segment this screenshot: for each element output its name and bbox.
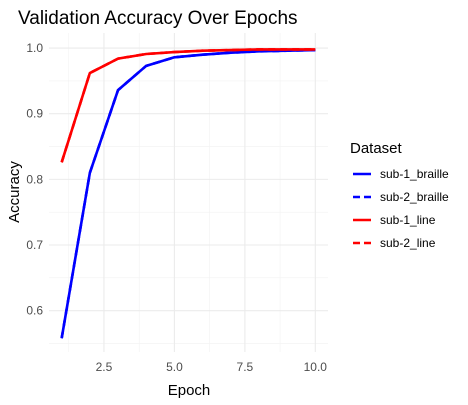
grid <box>49 33 328 352</box>
plot-area: 2.5 5.0 7.5 10.0 0.6 0.7 0.8 0.9 1.0 <box>26 33 328 374</box>
x-tick-label: 10.0 <box>304 360 328 374</box>
series-line-sub-2_braille <box>60 48 316 339</box>
y-tick-label: 0.7 <box>26 238 43 252</box>
chart-title: Validation Accuracy Over Epochs <box>18 8 298 29</box>
y-tick-label: 1.0 <box>26 41 43 55</box>
legend-label: sub-2_braille <box>380 190 449 204</box>
legend-title: Dataset <box>350 140 403 157</box>
legend-label: sub-1_braille <box>380 167 449 181</box>
x-tick-label: 7.5 <box>237 360 254 374</box>
series-lines <box>60 48 316 339</box>
x-tick-label: 2.5 <box>96 360 113 374</box>
x-tick-label: 5.0 <box>166 360 183 374</box>
y-axis-ticks: 0.6 0.7 0.8 0.9 1.0 <box>26 41 43 318</box>
x-axis-ticks: 2.5 5.0 7.5 10.0 <box>96 360 328 374</box>
series-line-sub-1_braille <box>60 48 316 339</box>
y-tick-label: 0.6 <box>26 304 43 318</box>
legend-label: sub-1_line <box>380 213 436 227</box>
y-tick-label: 0.9 <box>26 107 43 121</box>
legend-label: sub-2_line <box>380 236 436 250</box>
legend: Dataset sub-1_braille sub-2_braille sub-1_… <box>350 140 449 250</box>
series-line-sub-2_line <box>60 48 316 163</box>
y-tick-label: 0.8 <box>26 172 43 186</box>
x-axis-title: Epoch <box>168 382 211 399</box>
y-axis-title: Accuracy <box>6 161 23 223</box>
